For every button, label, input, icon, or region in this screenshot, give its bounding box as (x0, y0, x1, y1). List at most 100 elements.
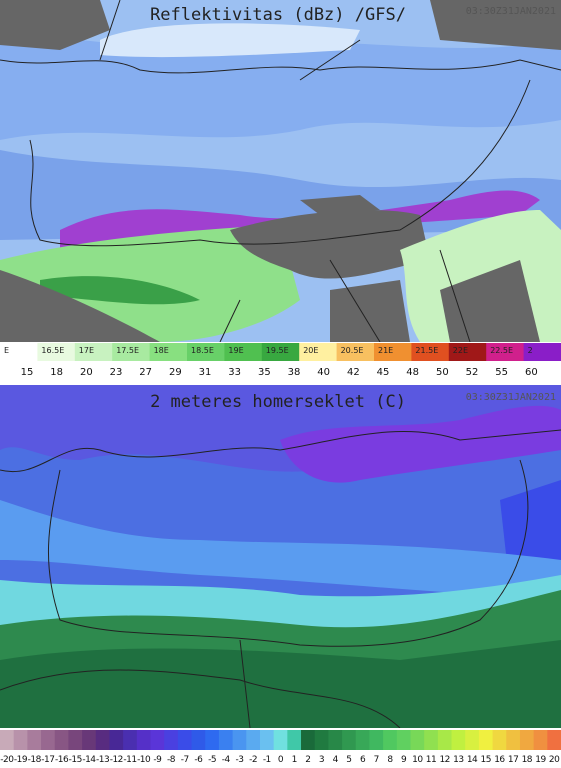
legend-value: -10 (137, 755, 151, 765)
colorbar-cell (273, 730, 288, 750)
colorbar-cell (287, 730, 302, 750)
legend-value: 15 (481, 755, 491, 765)
legend-value: 7 (374, 755, 379, 765)
longitude-label: 21.5E (415, 346, 438, 355)
top-title: Reflektivitas (dBz) /GFS/ (150, 5, 406, 25)
legend-value: 9 (401, 755, 407, 765)
colorbar-cell (0, 343, 38, 361)
legend-value: 5 (346, 755, 351, 765)
colorbar-cell (492, 730, 507, 750)
legend-value: 60 (525, 367, 538, 378)
legend-value: 13 (453, 755, 463, 765)
legend-value: 45 (377, 367, 390, 378)
longitude-label: 17E (79, 346, 94, 355)
temperature-map (0, 385, 561, 729)
legend-value: 31 (199, 367, 212, 378)
longitude-label: 17.5E (116, 346, 139, 355)
colorbar-cell (301, 730, 316, 750)
longitude-label: 21E (378, 346, 393, 355)
legend-value: 6 (360, 755, 366, 765)
legend-value: 2 (305, 755, 310, 765)
colorbar-cell (533, 730, 548, 750)
top-timestamp: 03:30Z31JAN2021 (466, 6, 556, 17)
colorbar-cell (547, 730, 561, 750)
colorbar-cell (523, 343, 561, 361)
colorbar-cell (299, 343, 338, 361)
colorbar-cell (95, 730, 110, 750)
colorbar-cell (355, 730, 370, 750)
legend-value: -6 (194, 755, 203, 765)
colorbar-cell (424, 730, 439, 750)
legend-value: 17 (508, 755, 518, 765)
colorbar-cell (164, 730, 179, 750)
longitude-label: 19.5E (266, 346, 289, 355)
legend-value: -15 (69, 755, 82, 765)
colorbar-cell (149, 343, 188, 361)
legend-value: -1 (263, 755, 271, 765)
colorbar-cell (314, 730, 329, 750)
legend-value: 48 (406, 367, 419, 378)
legend-value: -9 (153, 755, 162, 765)
legend-value: -2 (249, 755, 257, 765)
colorbar-cell (451, 730, 466, 750)
legend-value: -7 (181, 755, 189, 765)
colorbar-cell (410, 730, 425, 750)
top-colorbar: E 16.5E 17E 17.5E 18E 18.5E 19E 19.5E 20E 20.5E 21… (0, 343, 561, 378)
colorbar-cell (224, 343, 263, 361)
colorbar-cell (246, 730, 261, 750)
colorbar-cell (261, 343, 300, 361)
colorbar-cell (109, 730, 124, 750)
colorbar-cell (519, 730, 535, 750)
legend-value: -17 (41, 755, 54, 765)
colorbar-cell (448, 343, 487, 361)
colorbar-cell (506, 730, 521, 750)
legend-value: 15 (21, 367, 34, 378)
colorbar-cell (342, 730, 357, 750)
colorbar-cell (37, 343, 76, 361)
colorbar-cell (411, 343, 450, 361)
colorbar-cell (383, 730, 398, 750)
legend-value: 27 (139, 367, 152, 378)
bottom-title: 2 meteres homerseklet (C) (150, 392, 406, 412)
legend-value: 42 (347, 367, 360, 378)
legend-value: 55 (495, 367, 508, 378)
colorbar-cell (486, 343, 525, 361)
legend-value: 18 (50, 367, 63, 378)
longitude-label: 19E (228, 346, 243, 355)
legend-value: 33 (228, 367, 241, 378)
longitude-label: 18E (154, 346, 169, 355)
colorbar-cell (205, 730, 220, 750)
colorbar-cell (478, 730, 494, 750)
legend-value: 11 (426, 755, 436, 765)
legend-value: 35 (258, 367, 271, 378)
legend-value: -12 (110, 755, 123, 765)
colorbar-cell (396, 730, 411, 750)
colorbar-cell (27, 730, 42, 750)
legend-value: 8 (387, 755, 393, 765)
colorbar-cell (112, 343, 151, 361)
legend-value: 12 (439, 755, 449, 765)
colorbar-cell (150, 730, 165, 750)
colorbar-cell (369, 730, 384, 750)
legend-value: 52 (466, 367, 479, 378)
colorbar-cell (336, 343, 375, 361)
legend-value: 10 (412, 755, 423, 765)
colorbar-cell (218, 730, 234, 750)
legend-value: 20 (549, 755, 560, 765)
colorbar-cell (232, 730, 247, 750)
colorbar-cell (177, 730, 193, 750)
legend-value: 20 (80, 367, 93, 378)
colorbar-cell (74, 343, 113, 361)
legend-value: -20 (0, 755, 14, 765)
colorbar-cell (191, 730, 206, 750)
longitude-label: 22E (453, 346, 468, 355)
colorbar-cell (41, 730, 56, 750)
colorbar-cell (259, 730, 275, 750)
legend-value: 16 (494, 755, 505, 765)
legend-value: 4 (333, 755, 339, 765)
colorbar-cell (54, 730, 69, 750)
longitude-label: 20E (303, 346, 318, 355)
legend-value: 40 (317, 367, 330, 378)
legend-value: 3 (319, 755, 324, 765)
